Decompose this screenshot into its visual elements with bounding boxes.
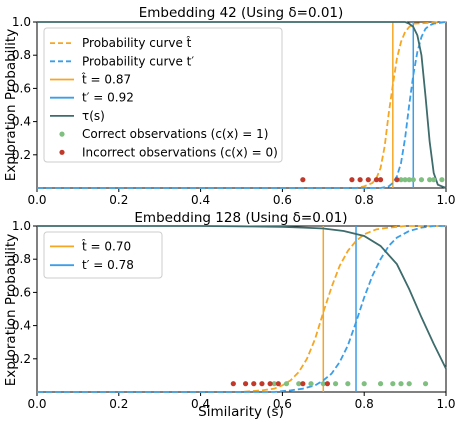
incorrect-observation-point — [242, 381, 249, 387]
chart-title: Embedding 128 (Using δ=0.01) — [134, 210, 347, 226]
correct-observation-point — [345, 381, 351, 387]
correct-observation-point — [422, 381, 429, 387]
correct-observation-point — [361, 381, 367, 387]
y-tick-label: 0.8 — [12, 48, 31, 62]
legend-label: t′ = 0.78 — [82, 258, 134, 272]
x-tick-label: 0.4 — [191, 397, 210, 411]
correct-observation-point — [377, 381, 384, 387]
correct-observation-point — [320, 381, 326, 387]
x-tick-label: 0.4 — [191, 193, 210, 207]
incorrect-observation-point — [373, 177, 380, 183]
correct-observation-point — [271, 381, 277, 387]
legend-label: Probability curve t′ — [82, 54, 194, 68]
correct-observation-point — [308, 381, 314, 387]
legend-label: τ(s) — [82, 109, 105, 123]
x-tick-label: 0.8 — [355, 193, 374, 207]
incorrect-observation-point — [365, 177, 371, 183]
legend-label: Incorrect observations (c(x) = 0) — [82, 145, 278, 159]
incorrect-observation-point — [267, 381, 273, 387]
x-tick-label: 1.0 — [436, 193, 455, 207]
legend-label: t̂ = 0.70 — [82, 239, 131, 253]
legend-label: Correct observations (c(x) = 1) — [82, 127, 268, 141]
correct-observation-point — [410, 177, 416, 183]
correct-observation-point — [439, 177, 445, 183]
ylabel-top: Exploration Probability — [3, 29, 19, 181]
x-tick-label: 0.2 — [109, 193, 128, 207]
legend-label: t̂ = 0.87 — [82, 72, 131, 86]
chart-bottom: Embedding 128 (Using δ=0.01) Similarity … — [12, 210, 456, 420]
correct-observation-point — [418, 177, 425, 183]
probability-curve-t-prime — [37, 21, 447, 189]
correct-observation-point — [406, 177, 412, 183]
x-tick-label: 1.0 — [436, 397, 455, 411]
x-tick-label: 0.2 — [109, 397, 128, 411]
correct-observation-point — [283, 381, 290, 387]
incorrect-observation-point — [300, 177, 306, 183]
ylabel-bottom: Exploration Probability — [3, 234, 19, 386]
legend-marker — [59, 149, 65, 155]
tau-curve — [37, 225, 447, 370]
y-tick-label: 0.4 — [12, 115, 31, 129]
x-tick-label: 0.6 — [273, 397, 292, 411]
probability-curve-t-prime — [37, 225, 446, 393]
y-tick-label: 0.6 — [12, 285, 31, 299]
incorrect-observation-point — [230, 381, 236, 387]
incorrect-observation-point — [324, 381, 330, 387]
correct-observation-point — [296, 381, 302, 387]
incorrect-observation-point — [357, 177, 363, 183]
x-tick-label: 0.0 — [27, 397, 46, 411]
incorrect-observation-point — [259, 381, 265, 387]
x-tick-label: 0.8 — [355, 397, 374, 411]
incorrect-observation-point — [394, 177, 400, 183]
y-tick-label: 1.0 — [12, 219, 31, 233]
correct-observation-point — [398, 177, 404, 183]
correct-observation-point — [402, 177, 408, 183]
y-tick-label: 0.4 — [12, 319, 31, 333]
legend-label: t′ = 0.92 — [82, 91, 134, 105]
y-tick-label: 0.2 — [12, 352, 31, 366]
legend-box — [43, 27, 283, 163]
y-tick-label: 0.8 — [12, 252, 31, 266]
y-tick-label: 0.2 — [12, 148, 31, 162]
correct-observation-point — [390, 381, 396, 387]
incorrect-observation-point — [275, 381, 281, 387]
correct-observation-point — [406, 381, 412, 387]
x-tick-label: 0.6 — [273, 193, 292, 207]
probability-curve-t-hat — [37, 21, 447, 189]
tau-curve — [37, 21, 447, 189]
correct-observation-point — [398, 381, 404, 387]
legend-label: Probability curve t̂ — [82, 36, 192, 50]
chart-title: Embedding 42 (Using δ=0.01) — [139, 5, 344, 21]
incorrect-observation-point — [349, 177, 355, 183]
legend-marker — [59, 131, 65, 137]
legend-box — [43, 231, 163, 279]
chart-top: Embedding 42 (Using δ=0.01) 0.0 0.2 0.4 0.6… — [12, 5, 456, 207]
probability-curve-t-hat — [37, 225, 446, 393]
correct-observation-point — [427, 177, 433, 183]
incorrect-observation-point — [251, 381, 257, 387]
incorrect-observation-point — [300, 381, 306, 387]
x-tick-label: 0.0 — [27, 193, 46, 207]
correct-observation-point — [431, 177, 437, 183]
x-axis-label: Similarity (s) — [198, 404, 284, 420]
y-tick-label: 0.6 — [12, 81, 31, 95]
correct-observation-point — [332, 381, 339, 387]
incorrect-observation-point — [377, 177, 384, 183]
y-tick-label: 1.0 — [12, 15, 31, 29]
